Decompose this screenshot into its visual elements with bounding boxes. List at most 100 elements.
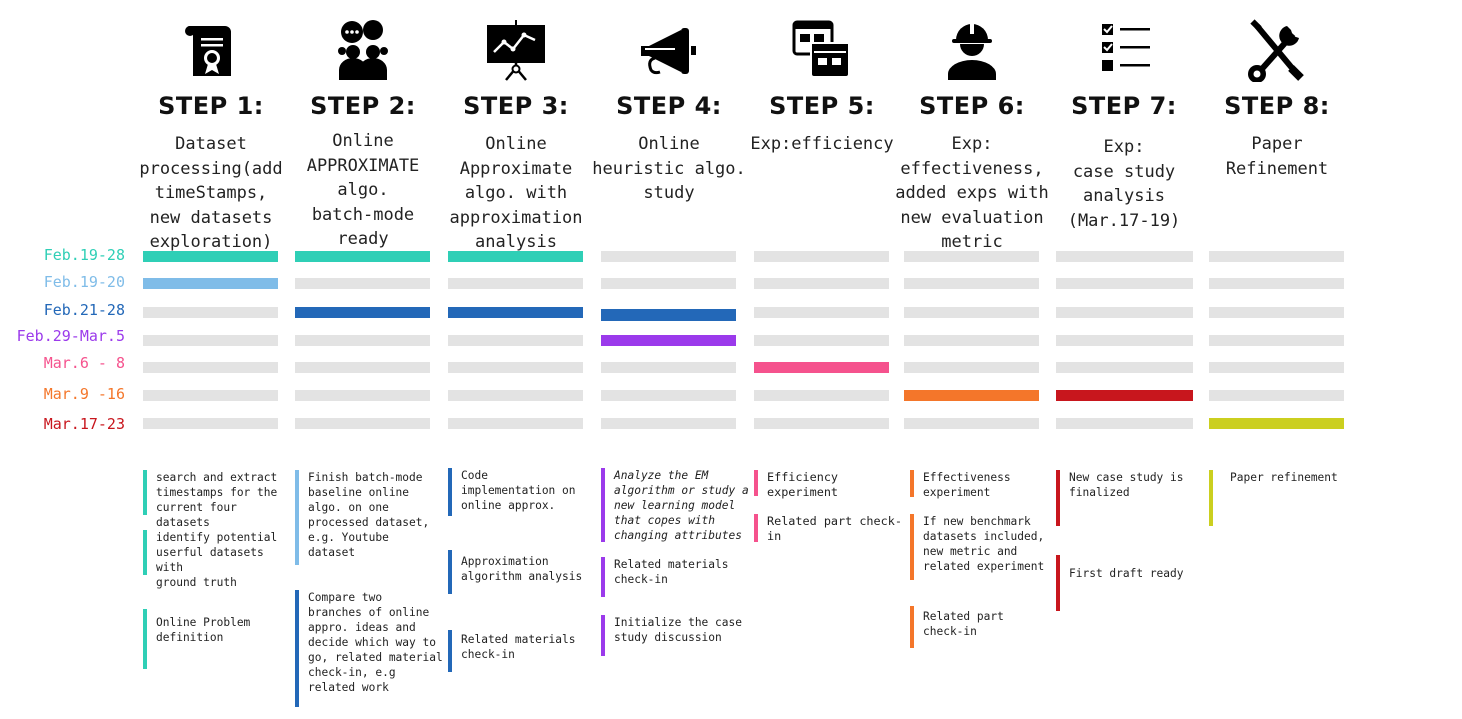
timeline-bar: [1056, 418, 1193, 429]
step-description: Online Approximate algo. with approximat…: [449, 134, 583, 252]
timeline-bar: [754, 251, 889, 262]
timeline-bar: [601, 278, 736, 289]
task-item: Effectiveness experiment: [910, 470, 1060, 499]
step-title: STEP 8:: [1224, 92, 1330, 120]
step-title: STEP 4:: [616, 92, 722, 120]
timeline-bar: [1209, 418, 1344, 429]
task-item: identify potential userful datasets with…: [143, 530, 293, 589]
timeline-bar: [754, 418, 889, 429]
timeline-bar: [1056, 390, 1193, 401]
timeline-bar: [754, 335, 889, 346]
task-item: Related part check-in: [910, 606, 1060, 648]
task-item: Efficiency experiment: [754, 470, 904, 499]
timeline-bar: [295, 418, 430, 429]
step-title: STEP 2:: [310, 92, 416, 120]
timeline-bar: [754, 307, 889, 318]
timeline-bar: [754, 278, 889, 289]
timeline-bar: [904, 335, 1039, 346]
certificate-scroll-icon: [181, 18, 241, 82]
timeline-bar: [295, 362, 430, 373]
step-description: Paper Refinement: [1225, 134, 1329, 179]
timeline-bar: [1056, 362, 1193, 373]
timeline-bar: [601, 390, 736, 401]
task-item: Initialize the case study discussion: [601, 615, 751, 656]
timeline-bar: [448, 251, 583, 262]
timeline-bar: [143, 278, 278, 289]
timeline-bar: [904, 307, 1039, 318]
step-column-6: STEP 6: Exp: effectiveness, added exps w…: [895, 0, 1049, 719]
timeline-bar: [754, 390, 889, 401]
timeline-bar: [448, 278, 583, 289]
step-description: Exp:efficiency: [750, 134, 894, 154]
timeline-bar: [1209, 278, 1344, 289]
timeline-bar: [1056, 307, 1193, 318]
task-item: Analyze the EM algorithm or study a new …: [601, 468, 751, 542]
step-column-3: STEP 3: Online Approximate algo. with ap…: [448, 0, 584, 719]
timeline-bar: [448, 307, 583, 318]
timeline-bar: [143, 335, 278, 346]
task-item: Compare two branches of online appro. id…: [295, 590, 445, 707]
date-label-4: Feb.29-Mar.5: [16, 327, 125, 345]
timeline-bar: [601, 418, 736, 429]
timeline-bar: [601, 309, 736, 321]
timeline-bar: [448, 390, 583, 401]
timeline-bar: [904, 278, 1039, 289]
timeline-bar: [1209, 251, 1344, 262]
timeline-bar: [1209, 307, 1344, 318]
step-title: STEP 7:: [1071, 92, 1177, 120]
step-column-1: STEP 1: Dataset processing(add timeStamp…: [139, 0, 283, 719]
step-column-4: STEP 4: Online heuristic algo. study Ana…: [592, 0, 749, 719]
step-description: Dataset processing(add timeStamps, new d…: [139, 134, 283, 252]
task-item: Code implementation on online approx.: [448, 468, 598, 516]
timeline-bar: [143, 418, 278, 429]
tools-wrench-screwdriver-icon: [1247, 18, 1307, 82]
step-title: STEP 6:: [919, 92, 1025, 120]
step-description: Online heuristic algo. study: [592, 134, 746, 203]
timeline-bar: [904, 251, 1039, 262]
date-label-1: Feb.19-28: [43, 246, 125, 264]
task-item: Finish batch-mode baseline online algo. …: [295, 470, 445, 565]
timeline-bar: [295, 251, 430, 262]
megaphone-icon: [639, 18, 699, 82]
step-column-8: STEP 8: Paper Refinement Paper refinemen…: [1209, 0, 1345, 719]
step-column-2: STEP 2: Online APPROXIMATE algo. batch-m…: [295, 0, 443, 719]
timeline-bar: [448, 335, 583, 346]
timeline-bar: [295, 335, 430, 346]
timeline-bar: [1209, 335, 1344, 346]
task-item: Online Problem definition: [143, 609, 293, 669]
step-title: STEP 3:: [463, 92, 569, 120]
timeline-bar: [143, 307, 278, 318]
date-label-2: Feb.19-20: [43, 273, 125, 291]
timeline-bar: [1056, 335, 1193, 346]
timeline-bar: [601, 251, 736, 262]
date-label-6: Mar.9 -16: [43, 385, 125, 403]
timeline-bar: [754, 362, 889, 373]
timeline-bar: [601, 335, 736, 346]
task-item: search and extract timestamps for the cu…: [143, 470, 293, 529]
task-item: Related materials check-in: [601, 557, 751, 597]
app-windows-icon: [792, 18, 852, 82]
timeline-bar: [295, 278, 430, 289]
presentation-chart-icon: [486, 18, 546, 82]
timeline-bar: [143, 251, 278, 262]
step-column-7: STEP 7: Exp: case study analysis (Mar.17…: [1056, 0, 1193, 719]
task-item: If new benchmark datasets included, new …: [910, 514, 1060, 580]
timeline-bar: [904, 362, 1039, 373]
timeline-bar: [295, 390, 430, 401]
date-label-3: Feb.21-28: [43, 301, 125, 319]
date-label-5: Mar.6 - 8: [43, 354, 125, 372]
step-column-5: STEP 5: Exp:efficiency Efficiency experi…: [750, 0, 902, 719]
task-item: Paper refinement: [1209, 470, 1359, 526]
worker-hardhat-icon: [942, 18, 1002, 82]
timeline-bar: [1209, 390, 1344, 401]
task-item: Approximation algorithm analysis: [448, 550, 598, 594]
timeline-bar: [143, 362, 278, 373]
step-title: STEP 5:: [769, 92, 875, 120]
timeline-bar: [448, 362, 583, 373]
discussion-group-icon: [333, 18, 393, 82]
timeline-bar: [143, 390, 278, 401]
date-legend: Feb.19-28 Feb.19-20 Feb.21-28 Feb.29-Mar…: [0, 0, 125, 440]
timeline-bar: [1056, 278, 1193, 289]
timeline-bar: [1209, 362, 1344, 373]
checklist-icon: [1094, 18, 1154, 82]
